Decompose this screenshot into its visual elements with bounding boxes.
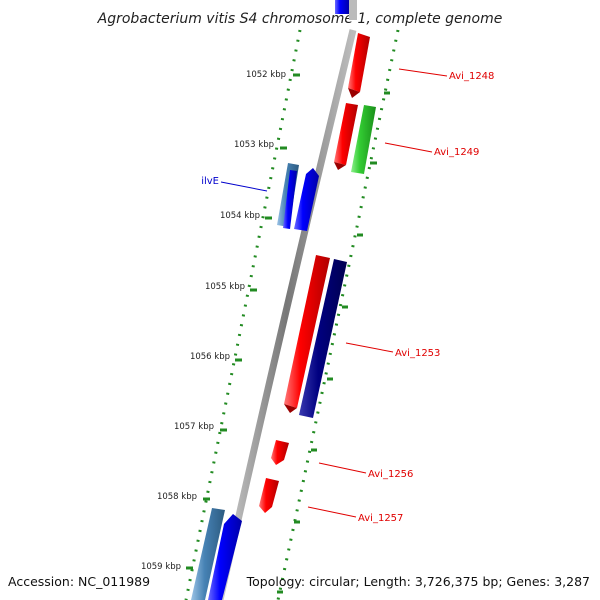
gene-avi-1249-red (334, 103, 358, 165)
gene-ilve-blue-a (283, 170, 297, 229)
tick-label: 1058 kbp (157, 492, 197, 502)
gene-label-ilve[interactable]: ilvE (201, 176, 219, 187)
tick-label: 1059 kbp (141, 562, 181, 572)
tick-label: 1052 kbp (246, 70, 286, 80)
inner-tick-ring (184, 29, 302, 600)
gene-top-blue (335, 0, 349, 14)
map-title: Agrobacterium vitis S4 chromosome 1, com… (97, 11, 503, 27)
gene-bottom-steelblue (191, 508, 225, 600)
gene-avi-1253-red-tip (284, 404, 297, 413)
gene-avi-1249-green (351, 105, 376, 174)
outer-tick-ring (276, 29, 400, 600)
gene-avi-1257 (259, 478, 279, 513)
genes (191, 33, 376, 600)
accession-text: Accession: NC_011989 (8, 574, 150, 589)
gene-ilve-blue (294, 168, 319, 231)
gene-label-avi-1256[interactable]: Avi_1256 (368, 469, 413, 480)
gene-bottom-blue (208, 514, 242, 600)
gene-label-avi-1248[interactable]: Avi_1248 (449, 71, 494, 82)
gene-avi-1248 (348, 33, 370, 92)
tick-label: 1054 kbp (220, 211, 260, 221)
tick-labels: 1052 kbp 1053 kbp 1054 kbp 1055 kbp 1056… (141, 70, 286, 572)
label-leaders (220, 68, 448, 518)
gene-label-avi-1253[interactable]: Avi_1253 (395, 348, 440, 359)
major-ticks (186, 73, 390, 594)
gene-avi-1248-tip (348, 88, 360, 98)
tick-label: 1056 kbp (190, 352, 230, 362)
gene-labels: Avi_1248 Avi_1249 ilvE Avi_1253 Avi_1256… (201, 71, 494, 524)
tick-label: 1055 kbp (205, 282, 245, 292)
gene-label-avi-1257[interactable]: Avi_1257 (358, 513, 403, 524)
gene-avi-1253-navy (299, 259, 347, 418)
gene-top-grey (349, 0, 357, 20)
gene-avi-1256 (271, 440, 289, 465)
gene-avi-1249-red-tip (334, 162, 346, 170)
tick-label: 1053 kbp (234, 140, 274, 150)
gene-avi-1253-red (284, 255, 330, 408)
tick-label: 1057 kbp (174, 422, 214, 432)
genome-summary-text: Topology: circular; Length: 3,726,375 bp… (246, 574, 590, 589)
gene-label-avi-1249[interactable]: Avi_1249 (434, 147, 479, 158)
